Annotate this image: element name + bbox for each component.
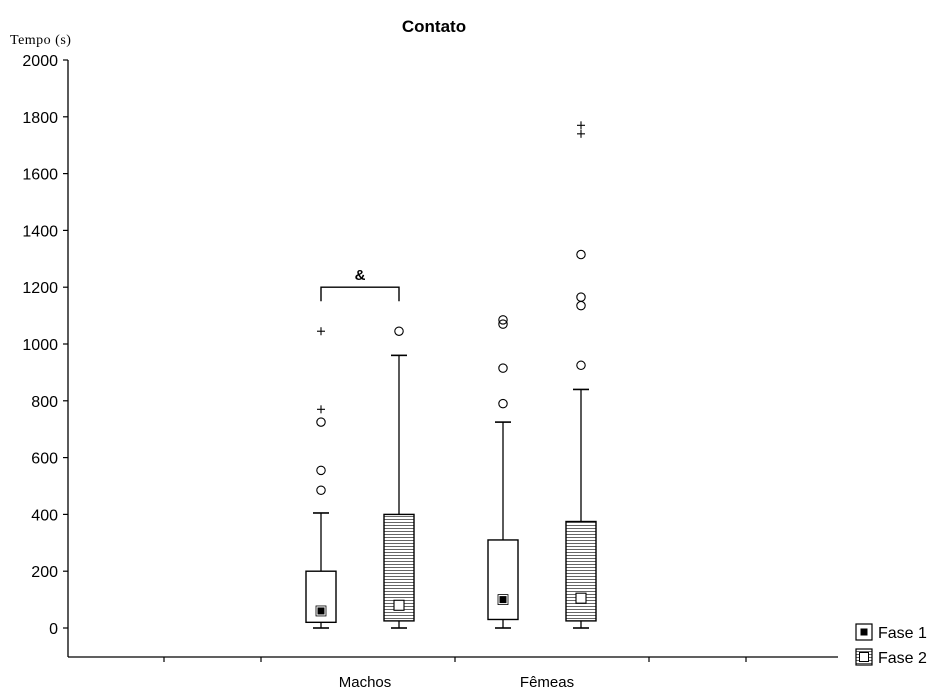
legend: Fase 1 Fase 2 [855,623,927,667]
outlier-point [316,485,326,496]
outlier-point [576,292,586,302]
outlier-point [498,398,508,409]
legend-item-fase1: Fase 1 [855,623,927,642]
median-marker [317,607,325,615]
outlier-point [498,315,508,325]
median-marker [499,596,507,604]
box-fmeas-fase2 [565,121,597,629]
extreme-point [317,327,325,336]
y-tick-label: 2000 [22,53,58,70]
box-machos-fase2 [383,326,415,629]
y-tick-label: 1800 [22,110,58,127]
box-body [565,520,597,622]
y-tick-label: 1400 [22,223,58,240]
box-machos-fase1 [305,327,337,629]
legend-marker [860,628,868,636]
significance-label: & [355,267,366,284]
legend-label: Fase 1 [878,625,927,642]
y-tick-label: 1000 [22,337,58,354]
box-fmeas-fase1 [487,315,519,629]
y-tick-label: 600 [31,451,58,468]
chart-title: Contato [402,17,466,36]
extreme-point [577,121,585,130]
y-tick-label: 400 [31,507,58,524]
median-marker [393,599,405,611]
y-axis-label: Tempo (s) [10,33,71,48]
axes: 0 200 400 600 800 1000 1200 1400 1600 1800 2000 Mac… [22,53,838,691]
significance-bracket: & [320,267,400,302]
outlier-point [576,360,586,371]
median-marker [575,592,587,604]
extreme-point [577,129,585,138]
x-category-label: Fêmeas [520,674,574,691]
outlier-point [498,363,508,373]
y-tick-label: 200 [31,564,58,581]
outlier-point [576,300,586,311]
significance-line [320,286,400,302]
y-tick-label: 800 [31,394,58,411]
y-tick-label: 0 [49,621,58,638]
outlier-point [316,465,326,476]
plot-area: & [305,121,597,629]
y-tick-label: 1600 [22,167,58,184]
outlier-point [498,319,508,329]
y-tick-label: 1200 [22,280,58,297]
x-category-label: Machos [339,674,392,691]
extreme-point [317,405,325,414]
box-body [487,539,519,621]
outlier-point [316,417,326,427]
outlier-point [394,326,404,336]
legend-item-fase2: Fase 2 [855,648,927,667]
outlier-point [576,249,586,260]
legend-marker [859,652,869,662]
legend-label: Fase 2 [878,650,927,667]
